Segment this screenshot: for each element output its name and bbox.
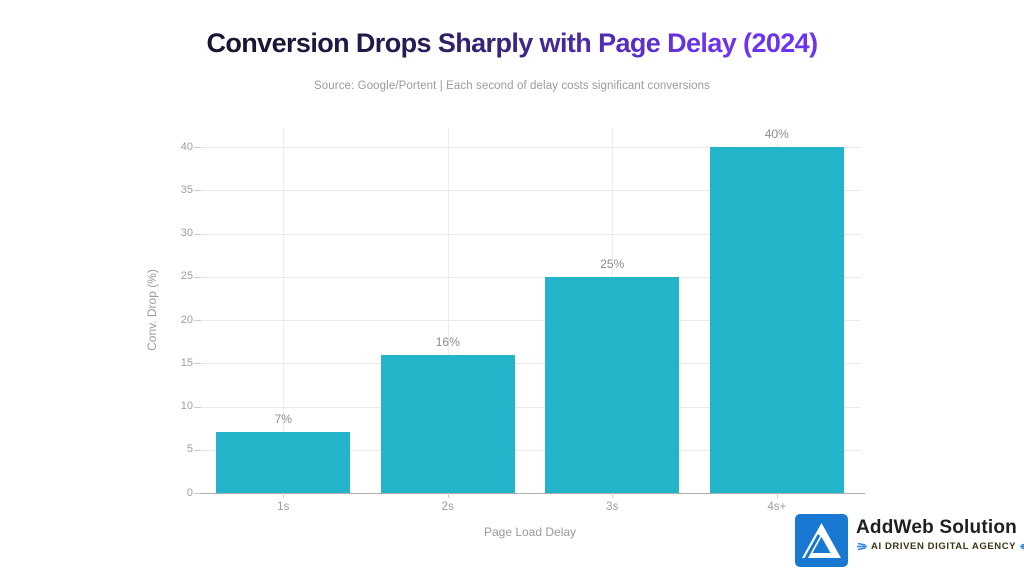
h-gridline (201, 233, 860, 235)
x-tick-mark (776, 493, 778, 498)
x-axis-line (194, 493, 865, 494)
title-dark-part: Conversion Drops Sharply with (206, 28, 592, 58)
x-tick-mark (612, 493, 614, 498)
h-gridline (201, 190, 860, 192)
x-tick-label: 2s (441, 501, 454, 513)
h-gridline (201, 320, 860, 321)
y-tick-label: 30 (180, 227, 193, 239)
bar-value-label: 7% (274, 412, 292, 427)
y-tick-label: 40 (180, 140, 193, 153)
y-tick-label: 25 (180, 270, 193, 283)
y-tick-mark (194, 233, 201, 235)
h-gridline (201, 449, 860, 451)
x-tick-label: 1s (277, 501, 290, 513)
y-tick-label: 35 (180, 183, 193, 196)
v-gridline (447, 128, 449, 493)
title-accent-part: Page Delay (2024) (598, 28, 818, 58)
y-tick-label: 15 (180, 356, 193, 369)
y-tick-mark (194, 320, 201, 321)
y-tick-mark (194, 147, 201, 148)
page-title: Conversion Drops Sharply with Page Delay… (206, 26, 817, 60)
y-tick-label: 0 (186, 486, 193, 499)
brand-text-block: AddWeb Solution AI DRIVEN DIGITAL AGENCY (856, 514, 1024, 552)
h-gridline (201, 276, 860, 278)
h-gridline (201, 363, 860, 365)
header: Conversion Drops Sharply with Page Delay… (0, 26, 1024, 60)
y-tick-label: 5 (186, 443, 193, 456)
plot-area: 0 5 10 15 20 25 30 35 40 7% 1s 16% 2s 25% 3s 40% 4s+ (181, 127, 865, 513)
x-axis-title: Page Load Delay (483, 525, 577, 539)
v-gridline (283, 128, 285, 493)
y-tick-mark (194, 406, 201, 408)
chart-subtitle: Source: Google/Portent | Each second of … (314, 80, 710, 92)
bar-value-label: 25% (600, 256, 625, 271)
y-tick-label: 20 (180, 313, 193, 326)
bar-value-label: 16% (435, 334, 460, 349)
brand-tagline: AI DRIVEN DIGITAL AGENCY (871, 541, 1017, 552)
bar (216, 432, 351, 493)
brand-footer: AddWeb Solution AI DRIVEN DIGITAL AGENCY (795, 514, 1024, 567)
x-tick-label: 4s+ (767, 501, 787, 513)
bar-value-label: 40% (764, 127, 789, 141)
h-gridline (201, 406, 860, 408)
wind-left-icon (857, 542, 867, 551)
bar (380, 354, 515, 493)
h-gridline (201, 147, 860, 148)
y-tick-mark (194, 363, 201, 365)
y-tick-mark (194, 190, 201, 192)
x-tick-mark (283, 493, 285, 498)
wind-right-icon (1020, 543, 1024, 550)
brand-name: AddWeb Solution (856, 517, 1017, 538)
addweb-logo-icon (795, 514, 848, 567)
x-tick-mark (447, 493, 449, 498)
y-tick-label: 10 (180, 400, 193, 412)
y-tick-mark (194, 449, 201, 451)
x-tick-label: 3s (606, 501, 619, 513)
brand-tagline-row: AI DRIVEN DIGITAL AGENCY (856, 541, 1024, 552)
bar (545, 276, 680, 493)
bar (709, 147, 844, 493)
y-tick-mark (194, 493, 201, 494)
y-tick-mark (194, 276, 201, 278)
